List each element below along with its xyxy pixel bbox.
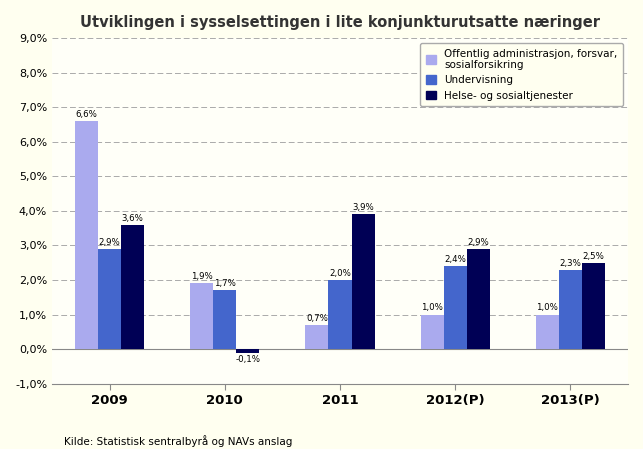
Bar [467,249,490,349]
Title: Utviklingen i sysselsettingen i lite konjunkturutsatte næringer: Utviklingen i sysselsettingen i lite kon… [80,15,600,30]
Bar [213,291,237,349]
Bar [444,266,467,349]
Text: 2,9%: 2,9% [467,238,489,247]
Bar [237,349,259,352]
Bar [329,280,352,349]
Text: Kilde: Statistisk sentralbyrå og NAVs anslag: Kilde: Statistisk sentralbyrå og NAVs an… [64,435,293,446]
Text: 2,5%: 2,5% [583,251,604,260]
Text: 3,9%: 3,9% [352,203,374,212]
Text: 1,9%: 1,9% [191,273,213,282]
Text: 1,0%: 1,0% [421,304,443,313]
Bar [559,269,582,349]
Text: 6,6%: 6,6% [76,110,98,119]
Text: -0,1%: -0,1% [235,355,260,364]
Bar [121,224,144,349]
Text: 2,9%: 2,9% [99,238,120,247]
Text: 0,7%: 0,7% [306,314,328,323]
Bar [582,263,605,349]
Text: 1,7%: 1,7% [214,279,236,288]
Text: 2,3%: 2,3% [559,259,581,268]
Text: 2,4%: 2,4% [444,255,466,264]
Text: 1,0%: 1,0% [536,304,558,313]
Bar [75,121,98,349]
Legend: Offentlig administrasjon, forsvar,
sosialforsikring, Undervisning, Helse- og sos: Offentlig administrasjon, forsvar, sosia… [421,43,623,106]
Text: 2,0%: 2,0% [329,269,351,278]
Bar [352,214,375,349]
Bar [536,315,559,349]
Bar [421,315,444,349]
Text: 3,6%: 3,6% [122,214,143,223]
Bar [305,325,329,349]
Bar [190,283,213,349]
Bar [98,249,121,349]
